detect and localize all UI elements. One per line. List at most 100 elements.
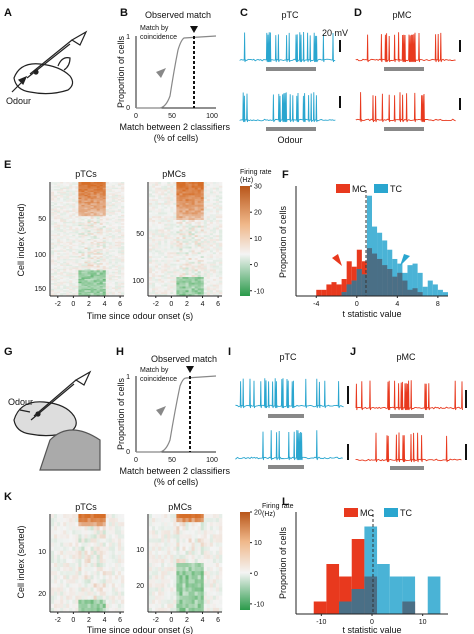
- heat-cell: [72, 190, 76, 193]
- heat-cell: [111, 199, 116, 201]
- heat-cell: [117, 258, 122, 261]
- heat-cell: [99, 281, 104, 284]
- heat-cell: [99, 209, 104, 211]
- heat-cell: [69, 190, 73, 193]
- heat-cell: [218, 271, 223, 274]
- heat-cell: [60, 240, 64, 243]
- heat-cell: [105, 263, 110, 265]
- heat-cell: [111, 554, 116, 560]
- heat-cell: [197, 214, 202, 217]
- heat-cell: [99, 278, 104, 281]
- heat-cell: [215, 271, 220, 274]
- heat-cell: [158, 603, 162, 609]
- heat-cell: [57, 236, 61, 238]
- heat-cell: [69, 270, 73, 273]
- heat-cell: [212, 286, 217, 289]
- heat-cell: [155, 526, 159, 531]
- heat-cell: [117, 546, 122, 552]
- heat-cell: [87, 196, 91, 198]
- heat-cell: [179, 514, 183, 519]
- heat-cell: [66, 603, 70, 609]
- heat-cell: [69, 287, 73, 290]
- heat-cell: [69, 220, 73, 223]
- heat-cell: [84, 182, 88, 184]
- heat-cell: [191, 231, 195, 234]
- heat-cell: [54, 607, 58, 613]
- heat-cell: [191, 277, 195, 280]
- heat-cell: [182, 530, 186, 535]
- heat-cell: [114, 216, 119, 218]
- heat-cell: [81, 223, 85, 226]
- heat-cell: [57, 522, 61, 527]
- heat-cell: [188, 263, 192, 266]
- heat-cell: [84, 294, 88, 297]
- heat-cell: [114, 283, 119, 285]
- heat-cell: [185, 256, 189, 259]
- heat-cell: [117, 223, 122, 226]
- heat-cell: [63, 530, 67, 535]
- heat-cell: [200, 197, 205, 200]
- heat-cell: [87, 251, 91, 254]
- heat-cell: [191, 201, 195, 204]
- heat-cell: [102, 276, 107, 278]
- heat-cell: [179, 248, 183, 251]
- heat-cell: [194, 225, 198, 228]
- heat-k2-ytick-20: 20: [136, 583, 144, 590]
- heat-cell: [200, 237, 205, 240]
- heat-cell: [176, 231, 180, 234]
- heat-cell: [105, 184, 110, 187]
- heat-cell: [203, 202, 208, 206]
- heat-cell: [170, 248, 174, 251]
- heat-cell: [215, 286, 220, 289]
- heat-cell: [170, 242, 174, 245]
- heat-cell: [54, 219, 58, 221]
- heat-cell: [173, 252, 177, 255]
- heat-cell: [69, 567, 73, 572]
- heat-cell: [87, 278, 91, 281]
- heat-cell: [75, 278, 79, 281]
- heat-cell: [197, 233, 202, 236]
- heat-cell: [117, 203, 122, 206]
- heat-cell: [120, 294, 125, 297]
- heat-cell: [87, 284, 91, 287]
- heat-cell: [108, 286, 113, 288]
- heat-cell: [203, 579, 208, 584]
- heat-cell: [164, 212, 168, 215]
- heat-cell: [188, 220, 192, 223]
- heat-cell: [152, 277, 156, 280]
- heat-cell: [206, 607, 211, 613]
- heat-cell: [90, 526, 94, 531]
- heat-cell: [90, 239, 94, 241]
- heat-cell: [51, 571, 55, 576]
- heat-cell: [203, 284, 208, 287]
- heat-cell: [105, 226, 110, 228]
- heat-cell: [212, 204, 217, 207]
- heat-cell: [185, 522, 189, 527]
- heat-cell: [87, 276, 91, 278]
- heat-cell: [197, 259, 202, 263]
- heat-cell: [200, 221, 205, 225]
- heat-cell: [87, 530, 91, 535]
- heat-cell: [108, 234, 113, 237]
- heat-cell: [197, 546, 202, 552]
- x-tick-label: 4: [201, 301, 205, 308]
- heat-cell: [215, 603, 220, 609]
- heat-cell: [87, 230, 91, 233]
- heat-cell: [218, 538, 223, 543]
- heat-cell: [87, 554, 91, 560]
- heat-cell: [81, 587, 85, 592]
- heat-cell: [57, 293, 61, 295]
- heat-cell: [96, 283, 100, 285]
- heat-cell: [120, 268, 125, 271]
- heat-cell: [155, 220, 159, 223]
- heat-cell: [81, 186, 85, 189]
- heat-cell: [75, 237, 79, 240]
- heat-cell: [194, 197, 198, 200]
- heat-cell: [155, 214, 159, 217]
- heat-cell: [96, 254, 100, 257]
- heat-cell: [114, 290, 119, 293]
- heat-cell: [51, 239, 55, 241]
- heat-cell: [182, 563, 186, 568]
- heat-cell: [93, 246, 97, 248]
- heat-cell: [75, 263, 79, 265]
